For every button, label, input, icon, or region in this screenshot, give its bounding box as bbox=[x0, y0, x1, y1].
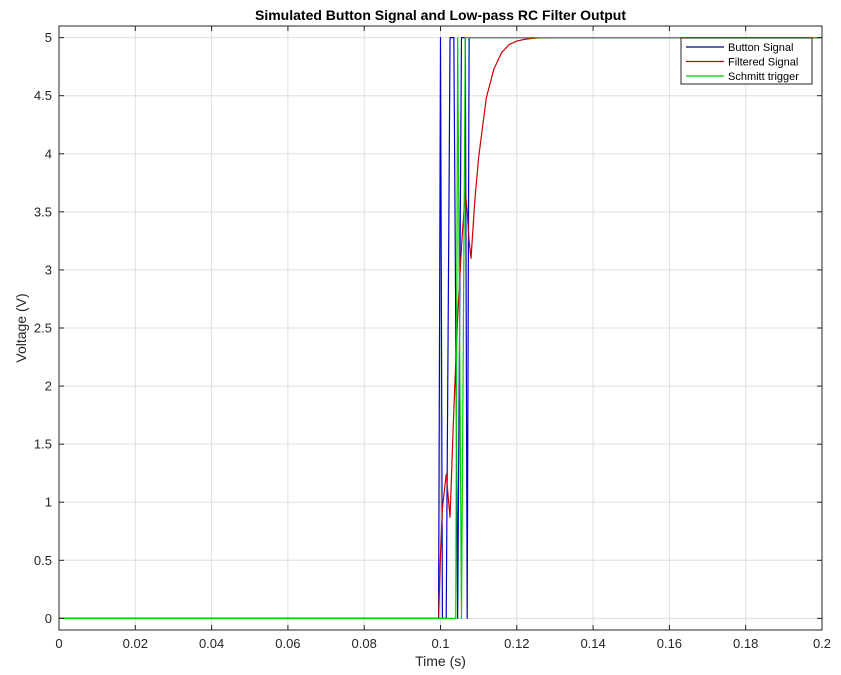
series-line-filtered-signal bbox=[59, 37, 822, 619]
x-tick-label: 0.16 bbox=[657, 636, 682, 651]
x-tick-label: 0.12 bbox=[504, 636, 529, 651]
y-tick-label: 3 bbox=[45, 262, 52, 277]
legend-entry: Button Signal bbox=[728, 42, 793, 54]
x-tick-label: 0.14 bbox=[580, 636, 605, 651]
y-tick-label: 0 bbox=[45, 611, 52, 626]
series-line-schmitt-trigger bbox=[59, 37, 822, 619]
series-layer bbox=[59, 37, 822, 619]
y-axis-label: Voltage (V) bbox=[13, 293, 29, 362]
y-tick-label: 5 bbox=[45, 30, 52, 45]
y-tick-label: 1 bbox=[45, 495, 52, 510]
x-tick-label: 0.06 bbox=[275, 636, 300, 651]
x-axis-label: Time (s) bbox=[415, 653, 466, 669]
legend-entry: Filtered Signal bbox=[728, 57, 798, 69]
y-tick-label: 1.5 bbox=[34, 437, 52, 452]
y-tick-label: 2.5 bbox=[34, 321, 52, 336]
x-tick-label: 0.18 bbox=[733, 636, 758, 651]
ticks: 0 0.02 0.04 0.06 0.08 0.1 0.12 0.14 0.16 0.18 0.2 0… bbox=[34, 26, 831, 651]
y-tick-label: 2 bbox=[45, 379, 52, 394]
y-tick-label: 0.5 bbox=[34, 553, 52, 568]
x-tick-label: 0.02 bbox=[123, 636, 148, 651]
chart-title: Simulated Button Signal and Low-pass RC … bbox=[255, 7, 626, 23]
y-tick-label: 4 bbox=[45, 146, 52, 161]
legend-entry: Schmitt trigger bbox=[728, 71, 799, 83]
x-tick-label: 0.2 bbox=[813, 636, 831, 651]
series-line-button-signal bbox=[59, 37, 822, 619]
x-tick-label: 0.04 bbox=[199, 636, 224, 651]
x-tick-label: 0 bbox=[55, 636, 62, 651]
legend: Button Signal Filtered Signal Schmitt trig… bbox=[680, 37, 813, 85]
y-tick-label: 4.5 bbox=[34, 88, 52, 103]
y-tick-label: 3.5 bbox=[34, 204, 52, 219]
x-tick-label: 0.08 bbox=[352, 636, 377, 651]
x-tick-label: 0.1 bbox=[431, 636, 449, 651]
